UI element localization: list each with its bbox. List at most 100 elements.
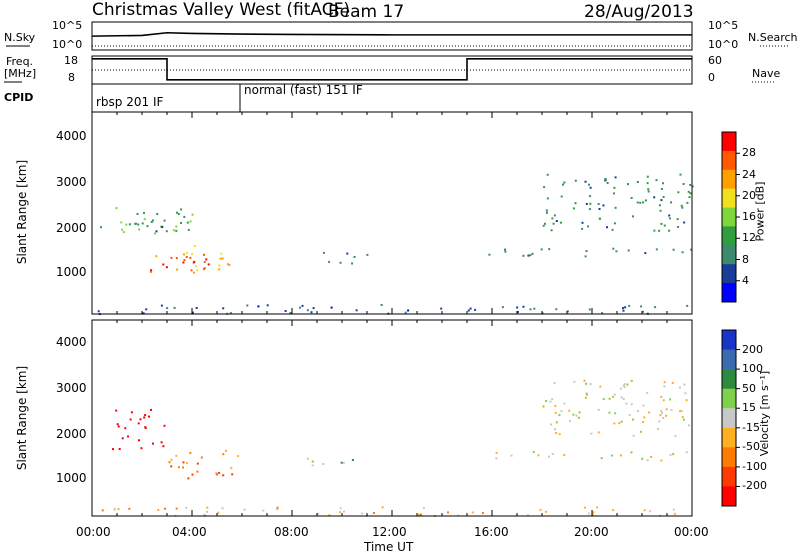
scatter-cell <box>145 308 148 311</box>
scatter-cell <box>193 245 196 247</box>
xtick-2400: 00:00 <box>674 525 709 539</box>
scatter-cell <box>361 512 364 515</box>
scatter-cell <box>566 310 569 313</box>
scatter-cell <box>440 307 443 310</box>
scatter-cell <box>113 508 116 511</box>
scatter-cell <box>191 311 194 314</box>
scatter-cell <box>504 248 506 251</box>
scatter-cell <box>230 467 233 470</box>
scatter-cell <box>642 421 645 423</box>
scatter-cell <box>549 400 552 403</box>
power-ytick-3000: 3000 <box>56 175 87 189</box>
scatter-cell <box>122 231 125 234</box>
scatter-cell <box>381 506 384 509</box>
freq-line <box>92 57 692 81</box>
scatter-cell <box>510 454 513 457</box>
scatter-cell <box>322 251 325 254</box>
scatter-cell <box>173 306 176 309</box>
scatter-cell <box>660 199 663 202</box>
scatter-cell <box>257 305 260 308</box>
scatter-cell <box>160 304 163 307</box>
scatter-cell <box>677 191 680 194</box>
scatter-cell <box>422 507 425 510</box>
scatter-cell <box>180 222 182 224</box>
scatter-cell <box>551 398 554 401</box>
scatter-cell <box>643 416 646 419</box>
scatter-cell <box>170 458 173 461</box>
scatter-cell <box>658 420 661 423</box>
scatter-cell <box>176 211 178 214</box>
scatter-cell <box>572 207 575 210</box>
colorbar-segment <box>722 169 736 190</box>
freq-label: Freq. <box>6 55 34 68</box>
scatter-cell <box>112 448 114 451</box>
scatter-cell <box>163 424 166 427</box>
top-panel-lines <box>91 31 692 81</box>
scatter-cell <box>200 456 203 459</box>
scatter-cell <box>630 451 633 454</box>
scatter-cell <box>289 312 292 314</box>
scatter-cell <box>222 474 225 477</box>
scatter-cell <box>680 204 683 207</box>
scatter-cell <box>686 201 689 204</box>
scatter-cell <box>185 506 188 509</box>
scatter-cell <box>340 461 343 464</box>
scatter-cell <box>166 307 169 310</box>
scatter-cell <box>170 256 173 259</box>
colorbar-segment <box>722 245 736 265</box>
scatter-cell <box>203 513 206 516</box>
velocity-ytick-1000: 1000 <box>56 471 87 485</box>
colorbar-tick-label: 16 <box>742 210 756 223</box>
colorbar-tick-label: -100 <box>742 459 767 473</box>
scatter-cell <box>584 396 587 399</box>
scatter-cell <box>143 212 145 214</box>
scatter-cell <box>569 420 571 423</box>
scatter-cell <box>189 256 192 259</box>
scatter-cell <box>641 457 644 460</box>
scatter-cell <box>205 258 208 261</box>
scatter-cell <box>380 304 383 306</box>
nsky-tick-top: 10^5 <box>52 19 83 32</box>
scatter-cell <box>618 422 621 425</box>
scatter-cell <box>284 310 287 312</box>
scatter-cell <box>183 215 186 218</box>
scatter-cell <box>624 306 627 309</box>
scatter-cell <box>642 404 645 407</box>
scatter-cell <box>185 462 188 465</box>
scatter-cell <box>488 253 491 256</box>
scatter-cell <box>685 451 688 454</box>
scatter-cell <box>643 509 646 512</box>
scatter-cell <box>677 226 679 228</box>
scatter-cell <box>646 175 649 178</box>
scatter-cell <box>516 306 519 309</box>
scatter-cell <box>516 311 519 313</box>
scatter-cell <box>222 307 225 310</box>
scatter-cell <box>196 462 199 465</box>
colorbar-tick-label: 8 <box>742 252 749 266</box>
cpid-label: CPID <box>4 91 34 104</box>
scatter-cell <box>555 421 558 424</box>
scatter-cell <box>351 459 354 461</box>
scatter-cell <box>653 196 656 199</box>
scatter-cell <box>544 510 547 513</box>
scatter-cell <box>632 434 635 437</box>
scatter-cell <box>553 382 556 384</box>
scatter-cell <box>587 512 590 515</box>
scatter-cell <box>683 383 686 386</box>
scatter-cell <box>586 393 588 396</box>
scatter-cell <box>670 201 672 204</box>
scatter-cell <box>558 414 561 417</box>
scatter-cell <box>195 265 198 268</box>
xaxis-label: Time UT <box>364 540 414 554</box>
scatter-cell <box>117 425 120 428</box>
scatter-cell <box>529 254 532 257</box>
scatter-cell <box>584 180 587 183</box>
scatter-cell <box>522 254 525 257</box>
scatter-cell <box>648 411 651 414</box>
scatter-cell <box>600 457 603 460</box>
scatter-cell <box>164 507 166 510</box>
scatter-cell <box>165 266 168 269</box>
colorbar-segment <box>722 132 736 152</box>
scatter-cell <box>218 268 221 271</box>
scatter-cell <box>539 508 542 511</box>
